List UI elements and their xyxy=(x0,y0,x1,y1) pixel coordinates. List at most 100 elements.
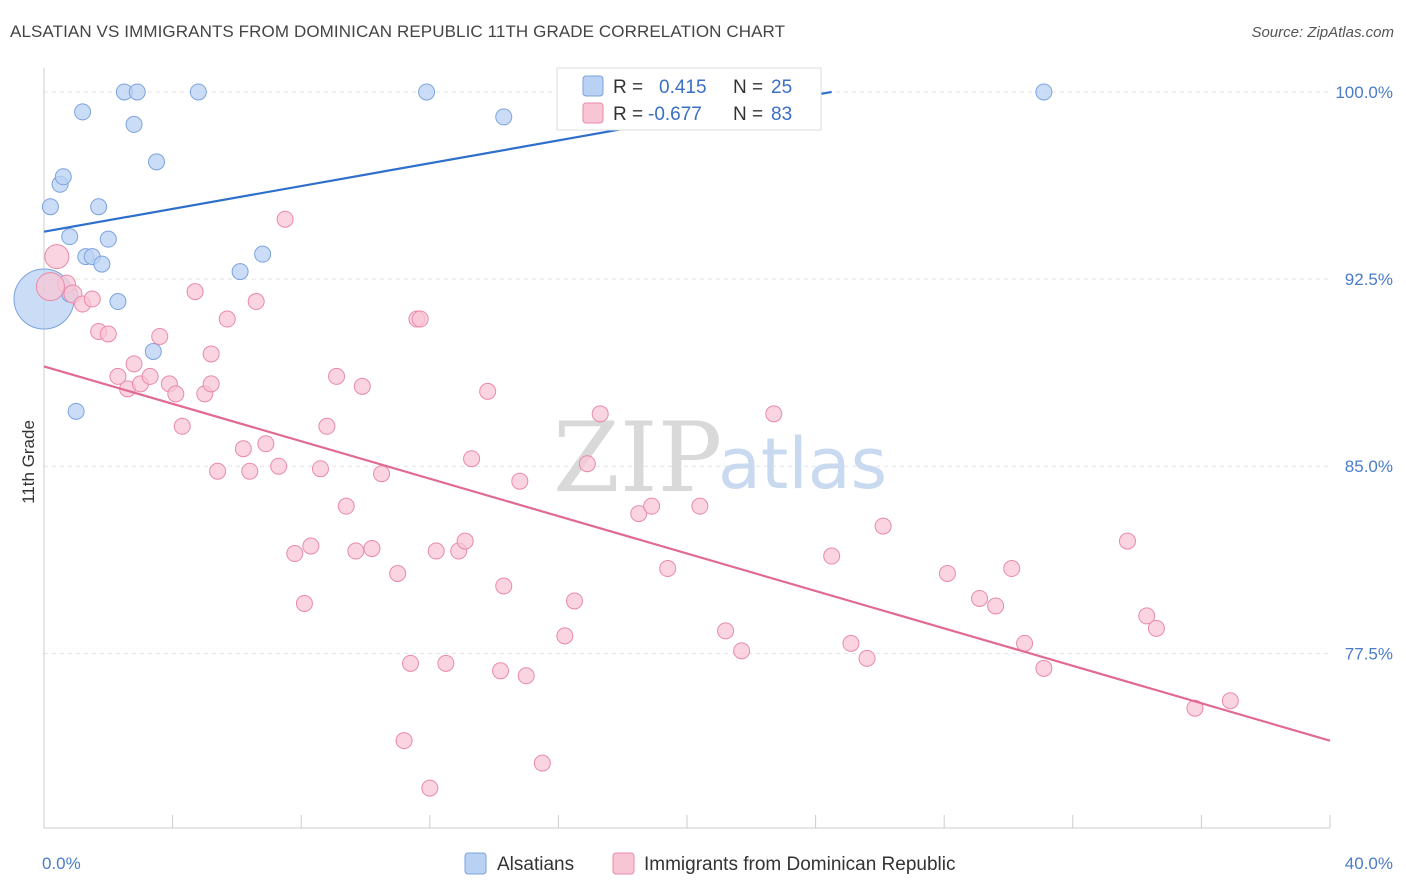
dominican-point xyxy=(151,327,169,345)
dominican-point xyxy=(556,627,574,645)
dominican-point xyxy=(411,310,429,328)
dominican-point xyxy=(218,310,236,328)
alsatian-point xyxy=(67,402,85,420)
dominican-point xyxy=(823,547,841,565)
legend-r-value-alsatian: 0.415 xyxy=(659,77,707,98)
dominican-point xyxy=(987,597,1005,615)
dominican-point xyxy=(202,345,220,363)
dominican-point xyxy=(1035,659,1053,677)
y-tick-label: 77.5% xyxy=(1345,644,1393,663)
dominican-point xyxy=(109,367,127,385)
y-tick-label: 92.5% xyxy=(1345,270,1393,289)
dominican-point xyxy=(765,405,783,423)
dominican-point xyxy=(427,542,445,560)
x-tick-label: 0.0% xyxy=(42,854,81,873)
dominican-point xyxy=(402,654,420,672)
dominican-point xyxy=(659,560,677,578)
dominican-point xyxy=(257,435,275,453)
alsatian-point xyxy=(495,108,513,126)
alsatian-point xyxy=(1035,83,1053,101)
watermark-atlas: atlas xyxy=(718,423,887,505)
dominican-point xyxy=(173,417,191,435)
legend-n-label-dominican: N = xyxy=(733,104,763,125)
alsatian-point xyxy=(125,115,143,133)
dominican-point xyxy=(517,667,535,685)
dominican-point xyxy=(373,465,391,483)
alsatian-point xyxy=(128,83,146,101)
dominican-point xyxy=(1003,560,1021,578)
dominican-trend-line xyxy=(43,365,1331,742)
alsatian-point xyxy=(418,83,436,101)
x-tick-label: 40.0% xyxy=(1345,854,1393,873)
alsatian-points xyxy=(13,83,1053,420)
legend-bottom-swatch-dominican xyxy=(612,852,635,875)
dominican-point xyxy=(234,440,252,458)
legend-swatch-dominican xyxy=(582,102,604,124)
alsatian-point xyxy=(189,83,207,101)
dominican-point xyxy=(533,754,551,772)
dominican-point xyxy=(479,382,497,400)
chart-source: Source: ZipAtlas.com xyxy=(1251,24,1394,41)
dominican-point xyxy=(437,654,455,672)
dominican-point xyxy=(578,455,596,473)
dominican-point xyxy=(938,565,956,583)
dominican-point xyxy=(565,592,583,610)
legend-bottom: Alsatians Immigrants from Dominican Repu… xyxy=(464,852,956,875)
y-tick-label: 85.0% xyxy=(1345,457,1393,476)
watermark-zip: ZIP xyxy=(553,402,722,514)
legend-r-value-dominican: -0.677 xyxy=(648,104,702,125)
dominican-point xyxy=(363,540,381,558)
dominican-point xyxy=(421,779,439,797)
dominican-point xyxy=(495,577,513,595)
y-axis-label: 11th Grade xyxy=(19,420,38,504)
dominican-point xyxy=(318,417,336,435)
legend-top: R = 0.415 N = 25 R = -0.677 N = 83 xyxy=(556,67,822,131)
dominican-point xyxy=(511,472,529,490)
dominican-point xyxy=(456,532,474,550)
dominican-point xyxy=(1138,607,1156,625)
legend-r-label-alsatian: R = xyxy=(613,77,643,98)
alsatian-point xyxy=(231,263,249,281)
dominican-point xyxy=(295,594,313,612)
dominican-point xyxy=(691,497,709,515)
dominican-point xyxy=(202,375,220,393)
dominican-point xyxy=(1118,532,1136,550)
dominican-point xyxy=(842,634,860,652)
dominican-point xyxy=(395,732,413,750)
legend-bottom-swatch-alsatian xyxy=(464,852,487,875)
dominican-point xyxy=(209,462,227,480)
legend-bottom-label-alsatian: Alsatians xyxy=(497,854,574,875)
legend-n-value-dominican: 83 xyxy=(771,104,792,125)
legend-bottom-label-dominican: Immigrants from Dominican Republic xyxy=(644,854,956,875)
dominican-point xyxy=(389,565,407,583)
alsatian-point xyxy=(99,230,117,248)
dominican-point xyxy=(347,542,365,560)
dominican-point xyxy=(83,290,101,308)
dominican-point xyxy=(492,662,510,680)
grid-lines xyxy=(44,91,1330,654)
alsatian-point xyxy=(90,198,108,216)
dominican-point xyxy=(1016,634,1034,652)
alsatian-point xyxy=(54,168,72,186)
dominican-point xyxy=(1221,692,1239,710)
legend-n-label-alsatian: N = xyxy=(733,77,763,98)
dominican-point xyxy=(591,405,609,423)
alsatian-point xyxy=(148,153,166,171)
dominican-point xyxy=(99,325,117,343)
y-tick-labels: 77.5% 85.0% 92.5% 100.0% xyxy=(1335,83,1393,663)
dominican-points xyxy=(35,210,1239,797)
dominican-point xyxy=(643,497,661,515)
dominican-point xyxy=(311,460,329,478)
dominican-point xyxy=(35,272,65,302)
dominican-point xyxy=(353,377,371,395)
dominican-point xyxy=(337,497,355,515)
alsatian-point xyxy=(254,245,272,263)
legend-n-value-alsatian: 25 xyxy=(771,77,792,98)
alsatian-point xyxy=(41,198,59,216)
alsatian-point xyxy=(93,255,111,273)
dominican-point xyxy=(276,210,294,228)
dominican-point xyxy=(971,589,989,607)
dominican-point xyxy=(167,385,185,403)
dominican-point xyxy=(858,649,876,667)
dominican-point xyxy=(141,367,159,385)
